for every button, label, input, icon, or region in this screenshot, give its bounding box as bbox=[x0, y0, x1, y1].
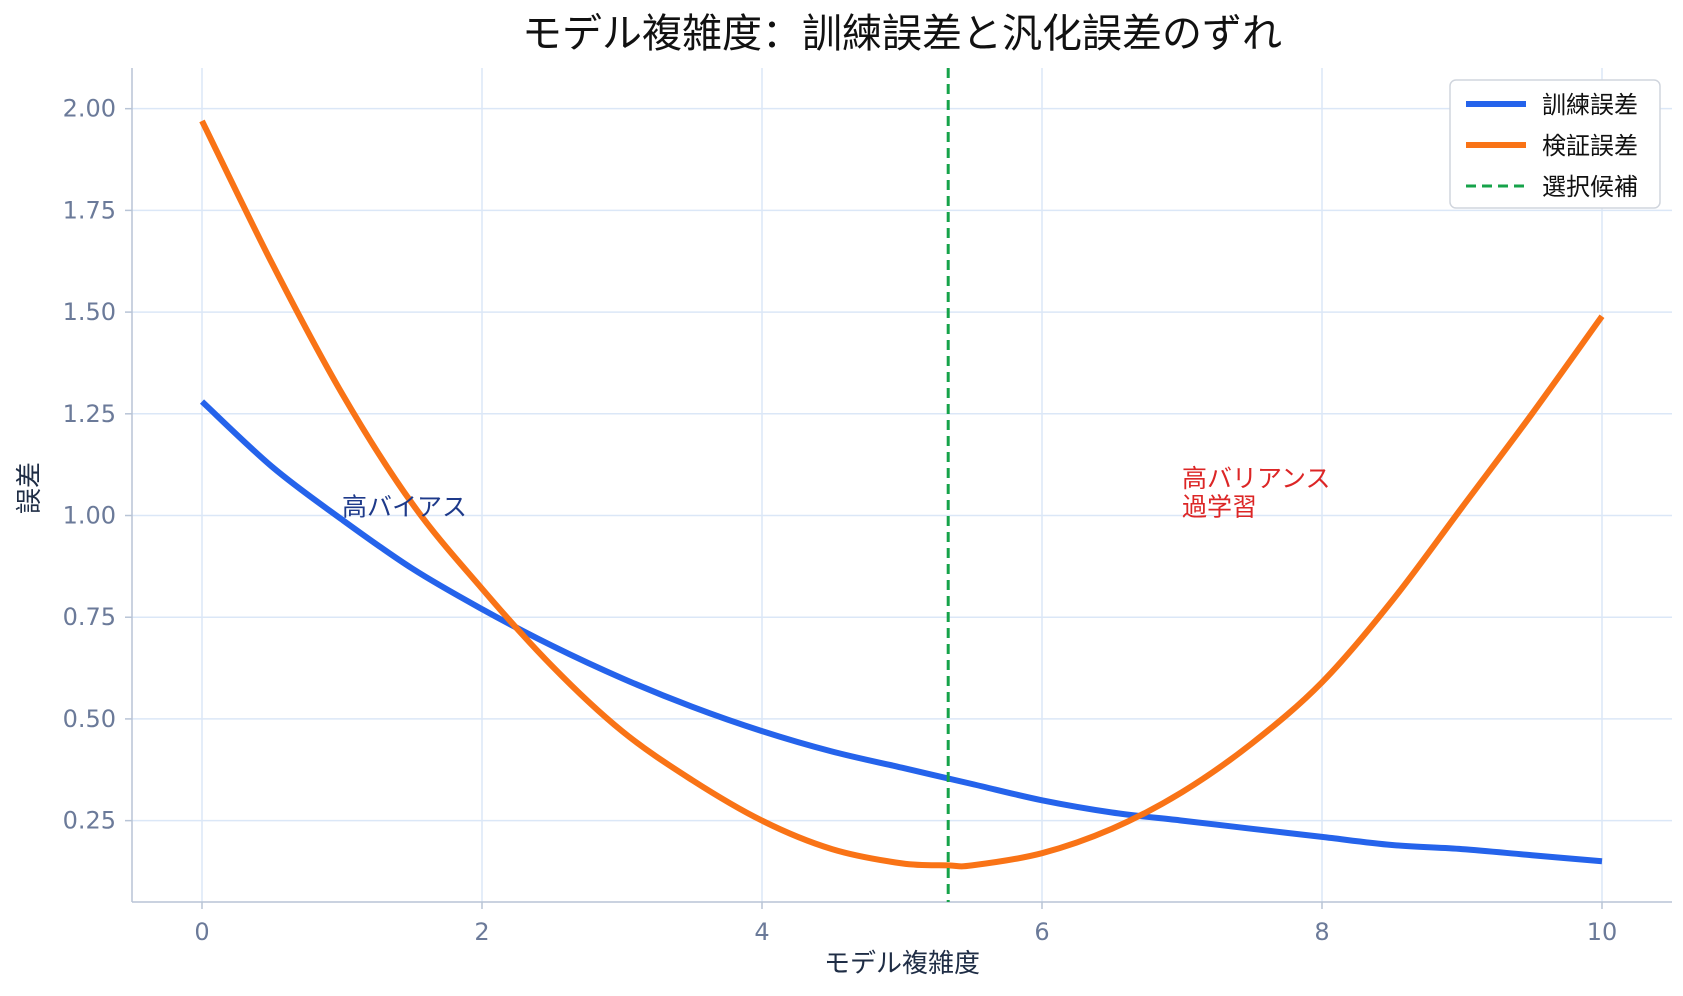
legend-label-2: 選択候補 bbox=[1542, 173, 1638, 201]
y-tick-label: 1.00 bbox=[63, 502, 116, 530]
y-tick-label: 1.50 bbox=[63, 298, 116, 326]
grid bbox=[132, 68, 1672, 902]
x-tick-label: 10 bbox=[1587, 918, 1618, 946]
legend-label-1: 検証誤差 bbox=[1542, 132, 1638, 160]
annotation-2: 過学習 bbox=[1182, 493, 1257, 522]
series-line-1 bbox=[199, 119, 1605, 870]
x-tick-label: 0 bbox=[194, 918, 209, 946]
x-tick-label: 4 bbox=[754, 918, 769, 946]
legend-frame bbox=[1449, 79, 1661, 209]
y-tick-label: 0.75 bbox=[63, 603, 116, 631]
y-axis-title: 誤差 bbox=[15, 462, 45, 514]
plot-area bbox=[199, 68, 1605, 902]
y-tick-label: 1.75 bbox=[63, 196, 116, 224]
annotation-1: 高バリアンス bbox=[1182, 464, 1331, 493]
y-tick-label: 0.50 bbox=[63, 705, 116, 733]
chart-title: モデル複雑度：訓練誤差と汎化誤差のずれ bbox=[522, 11, 1282, 57]
series-line-0 bbox=[199, 399, 1603, 865]
axes: 0 2 4 6 8 10 0.25 0.50 0.75 1.00 1.25 1.50 1.75 2.00 bbox=[63, 68, 1672, 946]
y-tick-label: 1.25 bbox=[63, 400, 116, 428]
x-tick-label: 8 bbox=[1314, 918, 1329, 946]
x-tick-label: 2 bbox=[474, 918, 489, 946]
x-tick-label: 6 bbox=[1034, 918, 1049, 946]
x-axis-title: モデル複雑度 bbox=[824, 949, 980, 979]
legend-label-0: 訓練誤差 bbox=[1542, 91, 1638, 119]
annotation-0: 高バイアス bbox=[342, 493, 467, 522]
y-tick-label: 2.00 bbox=[63, 95, 116, 123]
y-tick-label: 0.25 bbox=[63, 807, 116, 835]
